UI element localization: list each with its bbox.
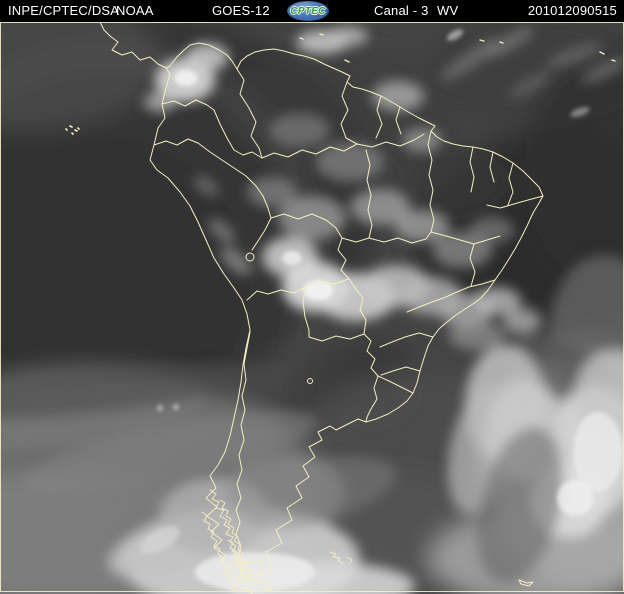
boundary-overlay — [0, 22, 624, 594]
satellite-label: GOES-12 — [212, 3, 270, 18]
channel-label: Canal - 3 — [374, 3, 429, 18]
agency-label: INPE/CPTEC/DSA — [8, 3, 120, 18]
coastline — [99, 22, 544, 579]
cptec-logo-icon: CPTEC — [287, 1, 329, 21]
cptec-logo-text: CPTEC — [290, 5, 326, 17]
band-label: WV — [437, 3, 459, 18]
product-header: INPE/CPTEC/DSA NOAA GOES-12 CPTEC Canal … — [0, 0, 624, 22]
timestamp-label: 201012090515 — [527, 3, 617, 18]
noaa-label: NOAA — [116, 3, 154, 18]
